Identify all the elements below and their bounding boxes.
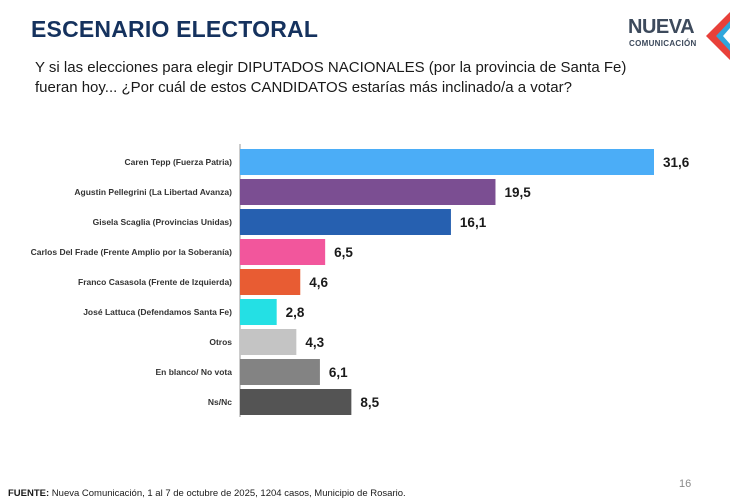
category-label: Ns/Nc [208, 397, 232, 407]
bar-chart: Caren Tepp (Fuerza Patria) 31,6 Agustin Pe… [31, 144, 690, 417]
data-label: 6,1 [329, 365, 348, 380]
bar [240, 359, 320, 385]
source-label: FUENTE: [8, 488, 50, 499]
bar [240, 239, 326, 265]
bar [240, 179, 496, 205]
question-line-1: Y si las elecciones para elegir DIPUTADO… [35, 59, 627, 76]
category-label: En blanco/ No vota [155, 367, 232, 377]
survey-question: Y si las elecciones para elegir DIPUTADO… [35, 58, 675, 98]
source-footnote: FUENTE: Nueva Comunicación, 1 al 7 de oc… [8, 488, 406, 499]
category-label: José Lattuca (Defendamos Santa Fe) [83, 307, 232, 317]
slide-title: ESCENARIO ELECTORAL [31, 16, 319, 42]
data-label: 6,5 [334, 245, 353, 260]
bar [240, 299, 277, 325]
question-line-2: fueran hoy... ¿Por cuál de estos CANDIDA… [35, 79, 572, 96]
category-label: Franco Casasola (Frente de Izquierda) [78, 277, 232, 287]
data-label: 31,6 [663, 155, 690, 170]
data-label: 4,3 [305, 335, 324, 350]
category-label: Otros [209, 337, 232, 347]
bar [240, 149, 654, 175]
source-text: Nueva Comunicación, 1 al 7 de octubre de… [49, 488, 406, 499]
bar [240, 209, 451, 235]
data-label: 16,1 [460, 215, 487, 230]
logo-word: NUEVA [628, 16, 695, 38]
data-label: 19,5 [504, 185, 531, 200]
logo-subtitle: COMUNICACIÓN [629, 39, 697, 48]
data-label: 8,5 [360, 395, 379, 410]
category-label: Agustin Pellegrini (La Libertad Avanza) [74, 187, 232, 197]
category-label: Caren Tepp (Fuerza Patria) [124, 157, 232, 167]
data-label: 4,6 [309, 275, 328, 290]
category-label: Carlos Del Frade (Frente Amplio por la S… [31, 247, 233, 257]
page-number: 16 [679, 478, 692, 490]
bar [240, 329, 297, 355]
category-label: Gisela Scaglia (Provincias Unidas) [93, 217, 233, 227]
data-label: 2,8 [286, 305, 305, 320]
brand-logo: NUEVA COMUNICACIÓN [624, 12, 730, 60]
bar [240, 389, 352, 415]
bar [240, 269, 301, 295]
logo-diamond-icon [706, 12, 730, 60]
